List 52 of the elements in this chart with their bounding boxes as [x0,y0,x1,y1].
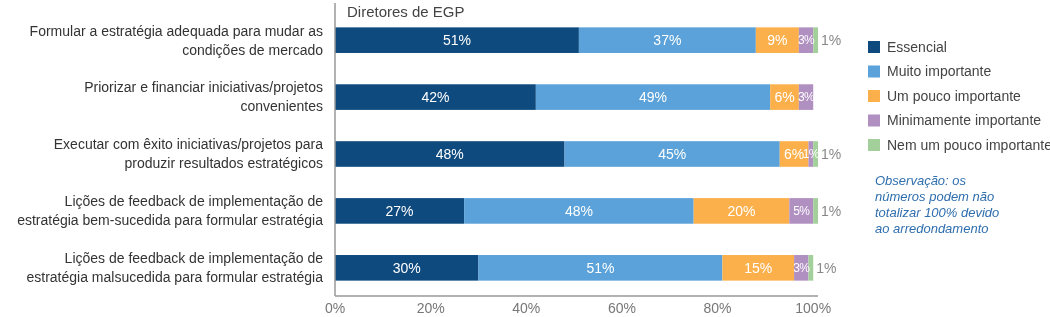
legend-label: Um pouco importante [887,87,1022,104]
data-label: 49% [639,88,668,105]
bar [535,84,771,110]
data-label: 45% [658,145,687,162]
bar [722,255,795,281]
text: Observação: os números podem não totalizar 100% devido ao arredondamento [875,173,1000,236]
data-label: 48% [564,202,593,219]
bar [813,27,818,53]
bar [808,255,814,281]
data-label: 30% [392,259,421,276]
data-label: 6% [783,145,805,162]
data-label: 15% [744,259,773,276]
data-label: 1% [821,32,842,49]
y-tick-label: Lições de feedback de implementação de estratégia malsucedida para formular estratégia [26,250,324,286]
y-tick-label: Formular a estratégia adequada para mudar as condições de mercado [29,22,324,58]
bar [335,255,479,281]
data-label: 5% [793,204,811,219]
bar [464,198,694,224]
x-tick-label: 80% [703,300,732,316]
data-label: 42% [421,88,450,105]
data-label: 20% [727,202,756,219]
x-tick-label: 40% [512,300,541,316]
x-tick-label: 0% [324,300,346,316]
legend-label: Muito importante [887,63,992,80]
data-label: 51% [586,259,615,276]
bar [335,84,536,110]
bar [335,27,579,53]
x-tick-label: 60% [607,300,636,316]
data-label: 1% [816,259,837,276]
bar [693,198,790,224]
data-label: 9% [767,32,788,49]
data-label: 51% [442,32,471,49]
chart-title: Diretores de EGP [347,3,465,20]
x-tick-label: 20% [416,300,445,316]
y-tick-label: Priorizar e financiar iniciativas/projetos convenientes [84,79,323,115]
data-label: 1% [821,145,842,162]
bar [335,198,465,224]
data-label: 48% [435,145,464,162]
bar [564,141,780,167]
data-label: 6% [774,88,795,105]
legend-label: Minimamente importante [887,112,1042,129]
legend-label: Essencial [887,38,947,55]
y-tick-label: Executar com êxito iniciativas/projetos para produzir resultados estratégicos [53,136,324,172]
bar [813,198,818,224]
y-tick-label: Lições de feedback de implementação de estratégia bem-sucedida para formular estratégia [17,193,324,229]
bar [578,27,756,53]
data-label: 1% [821,202,842,219]
bar [335,141,565,167]
data-label: 37% [653,32,682,49]
x-tick-label: 100% [795,300,832,316]
data-label: 27% [385,202,414,219]
bar [478,255,723,281]
